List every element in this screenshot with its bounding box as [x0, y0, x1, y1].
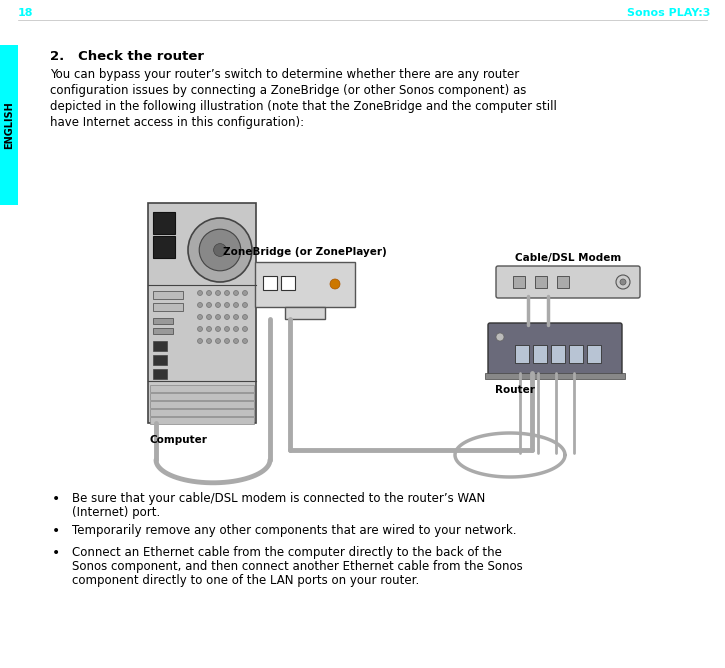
FancyBboxPatch shape: [557, 276, 569, 288]
Text: You can bypass your router’s switch to determine whether there are any router: You can bypass your router’s switch to d…: [50, 68, 519, 81]
Text: Temporarily remove any other components that are wired to your network.: Temporarily remove any other components …: [72, 524, 516, 537]
Circle shape: [215, 327, 220, 331]
Circle shape: [207, 315, 212, 319]
Circle shape: [199, 229, 241, 271]
Circle shape: [242, 327, 247, 331]
Circle shape: [616, 275, 630, 289]
FancyBboxPatch shape: [513, 276, 525, 288]
FancyBboxPatch shape: [153, 328, 173, 334]
FancyBboxPatch shape: [150, 401, 254, 408]
Text: Sonos PLAY:3: Sonos PLAY:3: [626, 8, 710, 18]
Text: configuration issues by connecting a ZoneBridge (or other Sonos component) as: configuration issues by connecting a Zon…: [50, 84, 526, 97]
Text: (Internet) port.: (Internet) port.: [72, 506, 160, 519]
Circle shape: [225, 303, 230, 307]
FancyBboxPatch shape: [153, 212, 175, 234]
Text: Sonos component, and then connect another Ethernet cable from the Sonos: Sonos component, and then connect anothe…: [72, 560, 523, 573]
Circle shape: [197, 327, 202, 331]
Circle shape: [197, 303, 202, 307]
Circle shape: [225, 327, 230, 331]
Circle shape: [242, 303, 247, 307]
Circle shape: [197, 291, 202, 295]
Circle shape: [214, 244, 226, 257]
FancyBboxPatch shape: [153, 355, 167, 365]
Circle shape: [233, 315, 239, 319]
Circle shape: [215, 339, 220, 343]
FancyBboxPatch shape: [150, 417, 254, 424]
Circle shape: [207, 327, 212, 331]
FancyBboxPatch shape: [488, 323, 622, 375]
Text: •: •: [52, 524, 60, 538]
Text: ENGLISH: ENGLISH: [4, 101, 14, 149]
FancyBboxPatch shape: [533, 345, 547, 363]
Text: Connect an Ethernet cable from the computer directly to the back of the: Connect an Ethernet cable from the compu…: [72, 546, 502, 559]
FancyBboxPatch shape: [569, 345, 583, 363]
FancyBboxPatch shape: [535, 276, 547, 288]
Text: Router: Router: [495, 385, 535, 395]
FancyBboxPatch shape: [153, 303, 183, 311]
FancyBboxPatch shape: [285, 307, 325, 319]
Circle shape: [207, 339, 212, 343]
Circle shape: [233, 339, 239, 343]
Circle shape: [215, 303, 220, 307]
FancyBboxPatch shape: [485, 373, 625, 379]
Circle shape: [242, 315, 247, 319]
Text: 2.   Check the router: 2. Check the router: [50, 50, 204, 63]
Text: 18: 18: [18, 8, 33, 18]
Circle shape: [225, 291, 230, 295]
Circle shape: [620, 279, 626, 285]
Text: ZoneBridge (or ZonePlayer): ZoneBridge (or ZonePlayer): [223, 247, 387, 257]
FancyBboxPatch shape: [153, 369, 167, 379]
FancyBboxPatch shape: [153, 291, 183, 299]
Circle shape: [225, 339, 230, 343]
Circle shape: [233, 291, 239, 295]
Text: •: •: [52, 546, 60, 560]
Text: have Internet access in this configuration):: have Internet access in this configurati…: [50, 116, 304, 129]
Circle shape: [242, 291, 247, 295]
FancyBboxPatch shape: [153, 318, 173, 324]
Circle shape: [233, 327, 239, 331]
Circle shape: [225, 315, 230, 319]
FancyBboxPatch shape: [150, 385, 254, 392]
FancyBboxPatch shape: [150, 393, 254, 400]
Circle shape: [215, 291, 220, 295]
Circle shape: [197, 315, 202, 319]
Circle shape: [197, 339, 202, 343]
Circle shape: [496, 333, 504, 341]
Circle shape: [233, 303, 239, 307]
FancyBboxPatch shape: [153, 236, 175, 258]
Text: •: •: [52, 492, 60, 506]
FancyBboxPatch shape: [515, 345, 529, 363]
FancyBboxPatch shape: [263, 276, 277, 290]
FancyBboxPatch shape: [281, 276, 295, 290]
FancyBboxPatch shape: [255, 262, 355, 307]
Circle shape: [207, 291, 212, 295]
Text: Cable/DSL Modem: Cable/DSL Modem: [515, 253, 621, 263]
Text: Be sure that your cable/DSL modem is connected to the router’s WAN: Be sure that your cable/DSL modem is con…: [72, 492, 485, 505]
Circle shape: [242, 339, 247, 343]
Bar: [0, 45, 18, 205]
FancyBboxPatch shape: [587, 345, 601, 363]
Text: component directly to one of the LAN ports on your router.: component directly to one of the LAN por…: [72, 574, 419, 587]
Circle shape: [207, 303, 212, 307]
Circle shape: [330, 279, 340, 289]
Text: depicted in the following illustration (note that the ZoneBridge and the compute: depicted in the following illustration (…: [50, 100, 557, 113]
FancyBboxPatch shape: [551, 345, 565, 363]
FancyBboxPatch shape: [153, 341, 167, 351]
FancyBboxPatch shape: [148, 203, 256, 423]
FancyBboxPatch shape: [496, 266, 640, 298]
Text: Computer: Computer: [150, 435, 208, 445]
Circle shape: [215, 315, 220, 319]
FancyBboxPatch shape: [150, 409, 254, 416]
Circle shape: [188, 218, 252, 282]
